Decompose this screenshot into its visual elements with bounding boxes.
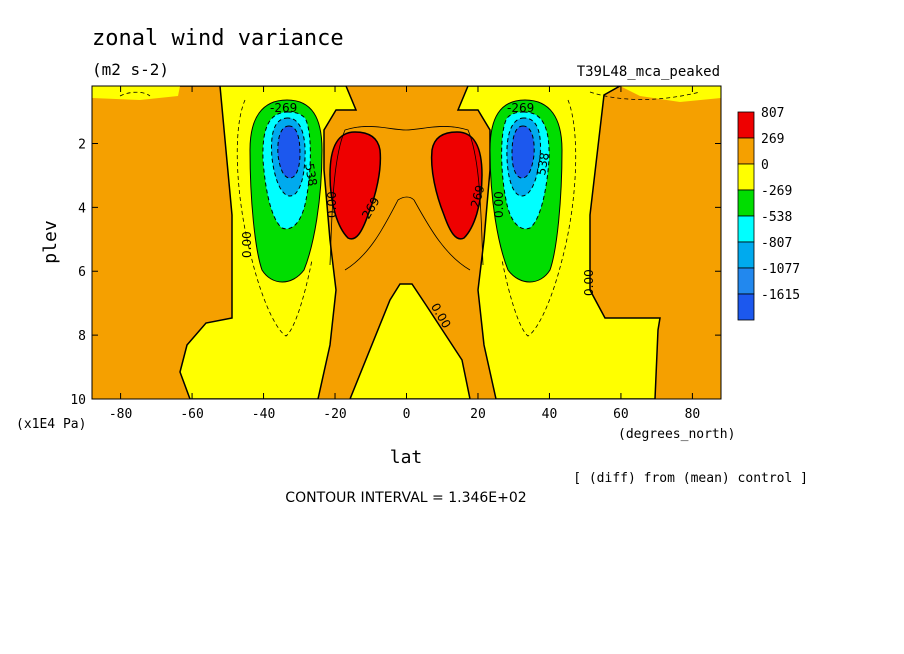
x-axis-label: lat: [390, 447, 423, 468]
dashed-contour-right: [501, 99, 577, 337]
chart-title: zonal wind variance: [92, 26, 344, 51]
x-tick-label: 20: [470, 407, 486, 422]
y-axis-label: plev: [40, 220, 61, 263]
dashed-contour-left: [236, 99, 313, 337]
y-tick-label: 10: [70, 393, 86, 408]
blue-region-left: [277, 125, 301, 179]
colorbar-swatch: [737, 215, 755, 243]
plot-area: -269 -269 538 538 0.00 0.00 0.00 0.00 0.…: [92, 86, 721, 399]
y-axis-unit-label: (x1E4 Pa): [16, 417, 86, 432]
x-tick-label: 80: [685, 407, 701, 422]
colorbar-swatch: [737, 293, 755, 321]
x-tick-label: -60: [180, 407, 203, 422]
x-tick-label: -20: [323, 407, 346, 422]
colorbar-label: 269: [761, 132, 784, 147]
x-tick-label: 40: [542, 407, 558, 422]
colorbar-label: -1077: [761, 262, 800, 277]
colorbar-swatch: [737, 137, 755, 165]
contour-label: -269: [507, 101, 534, 115]
contour-line-center: [329, 126, 484, 266]
chart-units: (m2 s-2): [92, 60, 169, 79]
contour-label: 0.00: [492, 191, 506, 218]
colorbar-label: -269: [761, 184, 792, 199]
contour-label: 269: [468, 183, 487, 209]
contour-label: 538: [534, 151, 552, 176]
contour-label: 0.00: [325, 191, 339, 218]
x-axis: -80 -60 -40 -20 0 20 40 60 80: [109, 86, 700, 422]
red-region-left: [329, 131, 382, 240]
contour-label: 0.00: [240, 231, 254, 258]
colorbar-swatch: [737, 189, 755, 217]
colorbar-swatch: [737, 267, 755, 295]
colorbar-label: -538: [761, 210, 792, 225]
x-axis-unit-label: (degrees_north): [618, 427, 735, 442]
red-region-right: [430, 131, 483, 240]
contour-line-center-inner: [344, 196, 471, 271]
experiment-label: T39L48_mca_peaked: [577, 64, 720, 80]
comparison-note: [ (diff) from (mean) control ]: [573, 471, 808, 486]
blue-region-right: [511, 125, 535, 179]
colorbar-label: 807: [761, 106, 784, 121]
x-tick-label: -40: [252, 407, 275, 422]
dashed-contour-top-left: [119, 91, 151, 97]
x-tick-label: -80: [109, 407, 132, 422]
y-tick-label: 2: [78, 137, 86, 152]
colorbar: 807 269 0 -269 -538 -807 -1077 -1615: [737, 106, 800, 321]
yellow-region-top-right: [620, 86, 721, 102]
y-tick-label: 4: [78, 201, 86, 216]
contour-label: 0.00: [582, 269, 596, 296]
contour-label: 538: [302, 162, 320, 187]
y-tick-label: 6: [78, 265, 86, 280]
contour-label: -269: [270, 101, 297, 115]
colorbar-label: -807: [761, 236, 792, 251]
x-tick-label: 60: [613, 407, 629, 422]
colorbar-swatch: [737, 111, 755, 139]
colorbar-swatch: [737, 163, 755, 191]
y-axis: 2 4 6 8 10: [70, 137, 721, 408]
dashed-contour-top-right: [589, 91, 701, 100]
colorbar-label: 0: [761, 158, 769, 173]
contour-interval: CONTOUR INTERVAL = 1.346E+02: [285, 490, 526, 506]
colorbar-swatch: [737, 241, 755, 269]
x-tick-label: 0: [403, 407, 411, 422]
yellow-region-lower-center: [349, 283, 471, 399]
yellow-region-top-left: [92, 86, 180, 100]
colorbar-label: -1615: [761, 288, 800, 303]
y-tick-label: 8: [78, 329, 86, 344]
